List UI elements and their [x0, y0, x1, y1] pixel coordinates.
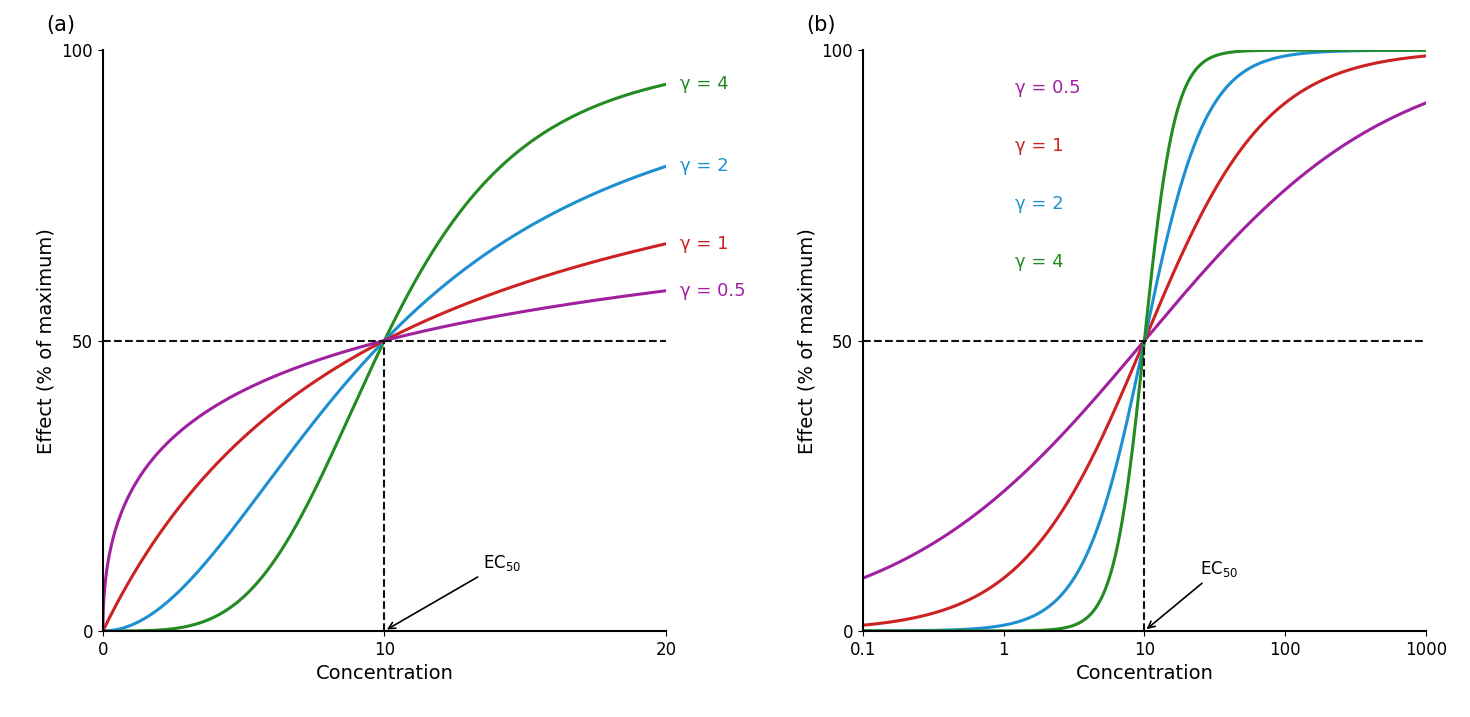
Y-axis label: Effect (% of maximum): Effect (% of maximum): [797, 227, 816, 454]
X-axis label: Concentration: Concentration: [316, 664, 453, 683]
Text: γ = 2: γ = 2: [681, 157, 729, 176]
Text: (b): (b): [807, 15, 836, 35]
Text: (a): (a): [47, 15, 75, 35]
Text: γ = 1: γ = 1: [681, 234, 729, 253]
Text: γ = 4: γ = 4: [1014, 254, 1064, 272]
Text: γ = 1: γ = 1: [1014, 137, 1063, 156]
Y-axis label: Effect (% of maximum): Effect (% of maximum): [37, 227, 56, 454]
X-axis label: Concentration: Concentration: [1076, 664, 1213, 683]
Text: γ = 2: γ = 2: [1014, 195, 1064, 214]
Text: γ = 0.5: γ = 0.5: [681, 282, 745, 300]
Text: γ = 4: γ = 4: [681, 75, 729, 93]
Text: EC$_{50}$: EC$_{50}$: [388, 553, 522, 629]
Text: EC$_{50}$: EC$_{50}$: [1148, 559, 1239, 628]
Text: γ = 0.5: γ = 0.5: [1014, 79, 1080, 98]
